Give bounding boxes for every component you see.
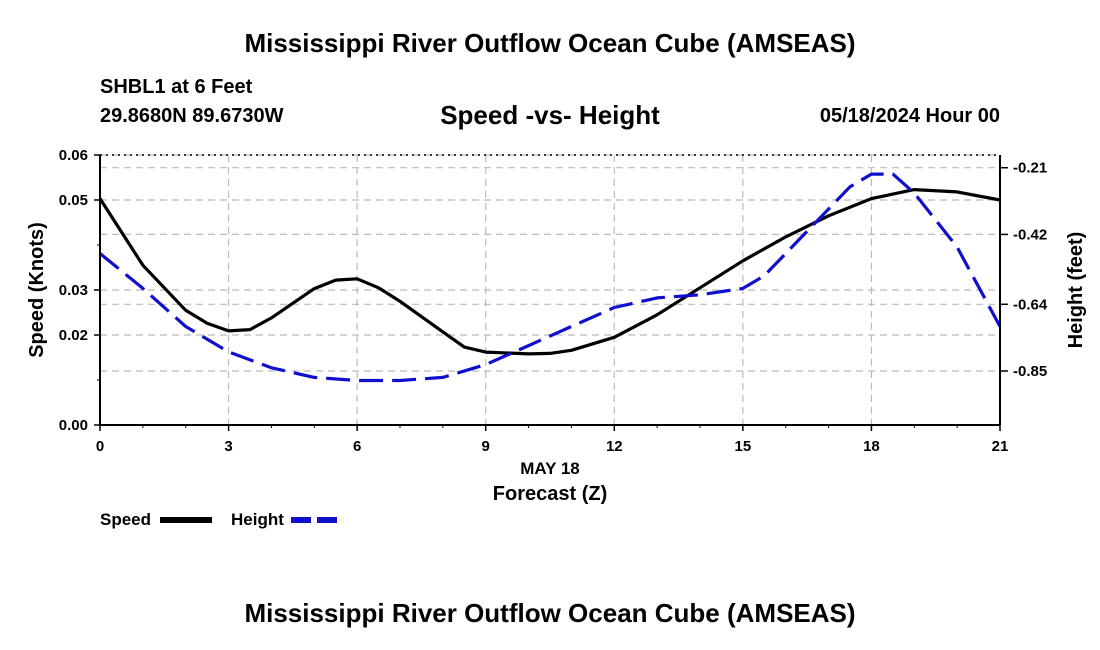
- x-tick-label-7: 21: [992, 438, 1009, 455]
- chart-subtitle: Speed -vs- Height: [440, 100, 660, 130]
- legend-speed-label: Speed: [100, 510, 152, 529]
- legend-height-label: Height: [231, 510, 284, 529]
- series-line-height: [98, 172, 1002, 383]
- x-tick-label-5: 15: [735, 438, 752, 455]
- chart-title: Mississippi River Outflow Ocean Cube (AM…: [244, 28, 856, 58]
- series-line-speed: [98, 188, 1001, 356]
- x-tick-label-6: 18: [863, 438, 880, 455]
- series-layer: [98, 172, 1002, 383]
- x-tick-label-2: 6: [353, 438, 361, 455]
- forecast-datetime: 05/18/2024 Hour 00: [819, 105, 1000, 127]
- y-axis-label: Speed (Knots): [26, 222, 48, 358]
- x-tick-label-3: 9: [482, 438, 490, 455]
- y2-axis-label: Height (feet): [1065, 232, 1087, 349]
- y-tick-label-0: 0.00: [59, 417, 88, 434]
- grid: [100, 154, 1000, 425]
- y2-tick-label-0: -0.21: [1013, 160, 1047, 177]
- x-axis-label: Forecast (Z): [493, 483, 607, 505]
- y-tick-label-2: 0.03: [59, 282, 88, 299]
- station-label: SHBL1 at 6 Feet: [100, 76, 253, 98]
- y2-tick-label-1: -0.42: [1013, 226, 1047, 243]
- y2-tick-label-3: -0.85: [1013, 363, 1047, 380]
- y-tick-label-4: 0.06: [59, 147, 88, 164]
- x-tick-label-0: 0: [96, 438, 104, 455]
- x-tick-label-4: 12: [606, 438, 623, 455]
- y-tick-label-3: 0.05: [59, 192, 88, 209]
- x-tick-label-1: 3: [224, 438, 232, 455]
- x-axis-date-label: MAY 18: [520, 459, 580, 478]
- footer-title: Mississippi River Outflow Ocean Cube (AM…: [244, 598, 856, 628]
- axes: 0 3 6 9 12 15 18 21 0.00 0.02 0.03 0.05 0.06 -0.21 -0.…: [59, 147, 1048, 455]
- coordinates-label: 29.8680N 89.6730W: [100, 105, 284, 127]
- y2-tick-label-2: -0.64: [1013, 296, 1048, 313]
- y-tick-label-1: 0.02: [59, 327, 88, 344]
